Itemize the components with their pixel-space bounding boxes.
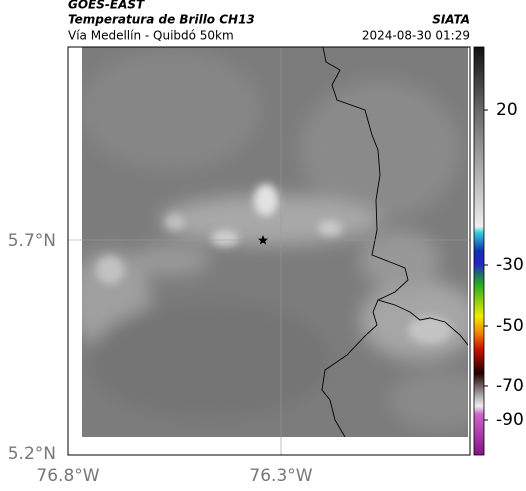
satellite-image bbox=[82, 47, 468, 437]
colorbar-label: 20 bbox=[496, 100, 518, 120]
lon-label: 76.8°W bbox=[36, 466, 99, 486]
colorbar-label: -30 bbox=[496, 255, 524, 275]
lat-label: 5.2°N bbox=[8, 444, 56, 464]
colorbar-ticks: 20 -30 -50 -70 -90 bbox=[484, 100, 524, 430]
title: GOES-EAST bbox=[68, 0, 145, 12]
lat-label: 5.7°N bbox=[8, 231, 56, 251]
colorbar-label: -70 bbox=[496, 376, 524, 396]
location-marker bbox=[258, 235, 268, 245]
datetime: 2024-08-30 01:29 bbox=[362, 29, 470, 43]
map-frame bbox=[67, 46, 471, 456]
colorbar-label: -90 bbox=[496, 410, 524, 430]
region: Vía Medellín - Quibdó 50km bbox=[68, 29, 234, 43]
subtitle: Temperatura de Brillo CH13 bbox=[68, 13, 255, 27]
source: SIATA bbox=[432, 13, 470, 27]
colorbar-label: -50 bbox=[496, 316, 524, 336]
lon-label: 76.3°W bbox=[249, 466, 312, 486]
colorbar bbox=[473, 46, 485, 456]
